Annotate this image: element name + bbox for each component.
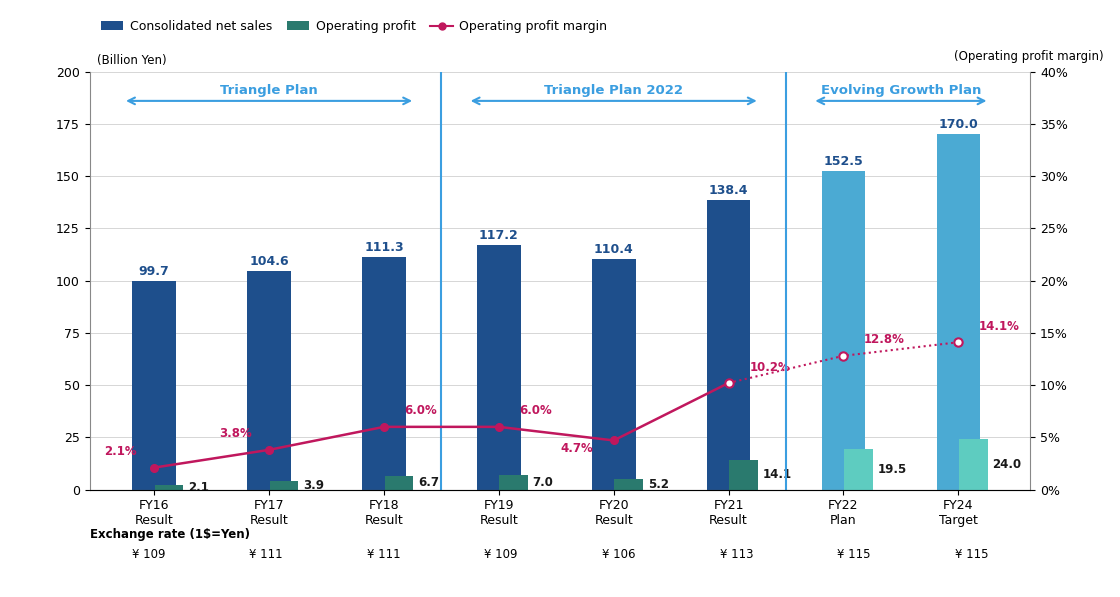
Text: 111.3: 111.3 bbox=[364, 241, 404, 254]
Bar bbox=[959, 439, 988, 490]
Text: 104.6: 104.6 bbox=[250, 255, 289, 268]
Text: 4.7%: 4.7% bbox=[560, 442, 592, 455]
Text: Triangle Plan 2022: Triangle Plan 2022 bbox=[544, 84, 683, 97]
Bar bbox=[844, 449, 872, 490]
Text: 5.2: 5.2 bbox=[647, 478, 669, 491]
Bar bbox=[614, 479, 643, 490]
Text: ¥ 115: ¥ 115 bbox=[955, 548, 988, 561]
Text: 2.1: 2.1 bbox=[188, 481, 209, 494]
Text: 6.0%: 6.0% bbox=[404, 404, 438, 417]
Text: ¥ 106: ¥ 106 bbox=[603, 548, 635, 561]
Bar bbox=[132, 281, 176, 490]
Text: 14.1%: 14.1% bbox=[979, 320, 1020, 333]
Text: 3.8%: 3.8% bbox=[220, 427, 252, 441]
Bar bbox=[500, 475, 529, 490]
Text: 6.7: 6.7 bbox=[418, 476, 439, 489]
Bar bbox=[822, 171, 866, 490]
Text: 14.1: 14.1 bbox=[763, 468, 792, 481]
Text: (Billion Yen): (Billion Yen) bbox=[96, 54, 167, 67]
Bar bbox=[384, 476, 413, 490]
Text: Exchange rate (1$=Yen): Exchange rate (1$=Yen) bbox=[90, 528, 250, 541]
Text: ¥ 109: ¥ 109 bbox=[132, 548, 165, 561]
Text: 2.1%: 2.1% bbox=[104, 445, 137, 458]
Text: 3.9: 3.9 bbox=[302, 479, 324, 492]
Text: ¥ 109: ¥ 109 bbox=[485, 548, 517, 561]
Bar bbox=[477, 245, 521, 490]
Bar bbox=[270, 481, 298, 490]
Bar bbox=[707, 201, 750, 490]
Bar bbox=[362, 257, 405, 490]
Text: 7.0: 7.0 bbox=[533, 476, 553, 489]
Text: Evolving Growth Plan: Evolving Growth Plan bbox=[821, 84, 981, 97]
Text: ¥ 113: ¥ 113 bbox=[720, 548, 753, 561]
Text: 19.5: 19.5 bbox=[877, 463, 906, 476]
Bar bbox=[248, 271, 291, 490]
Bar bbox=[936, 134, 980, 490]
Legend: Consolidated net sales, Operating profit, Operating profit margin: Consolidated net sales, Operating profit… bbox=[96, 15, 613, 38]
Text: 10.2%: 10.2% bbox=[749, 361, 790, 374]
Bar bbox=[729, 460, 758, 490]
Text: 6.0%: 6.0% bbox=[520, 404, 552, 417]
Text: 110.4: 110.4 bbox=[594, 243, 634, 256]
Text: Triangle Plan: Triangle Plan bbox=[221, 84, 318, 97]
Text: 138.4: 138.4 bbox=[709, 184, 748, 197]
Bar bbox=[591, 259, 635, 490]
Text: 12.8%: 12.8% bbox=[865, 333, 905, 346]
Text: (Operating profit margin): (Operating profit margin) bbox=[953, 50, 1103, 63]
Text: 170.0: 170.0 bbox=[939, 118, 978, 131]
Bar bbox=[155, 485, 184, 490]
Text: ¥ 115: ¥ 115 bbox=[838, 548, 870, 561]
Text: 24.0: 24.0 bbox=[992, 458, 1021, 471]
Text: ¥ 111: ¥ 111 bbox=[249, 548, 283, 561]
Text: 99.7: 99.7 bbox=[139, 265, 169, 278]
Text: 152.5: 152.5 bbox=[823, 155, 864, 168]
Text: 117.2: 117.2 bbox=[479, 229, 519, 242]
Text: ¥ 111: ¥ 111 bbox=[366, 548, 401, 561]
